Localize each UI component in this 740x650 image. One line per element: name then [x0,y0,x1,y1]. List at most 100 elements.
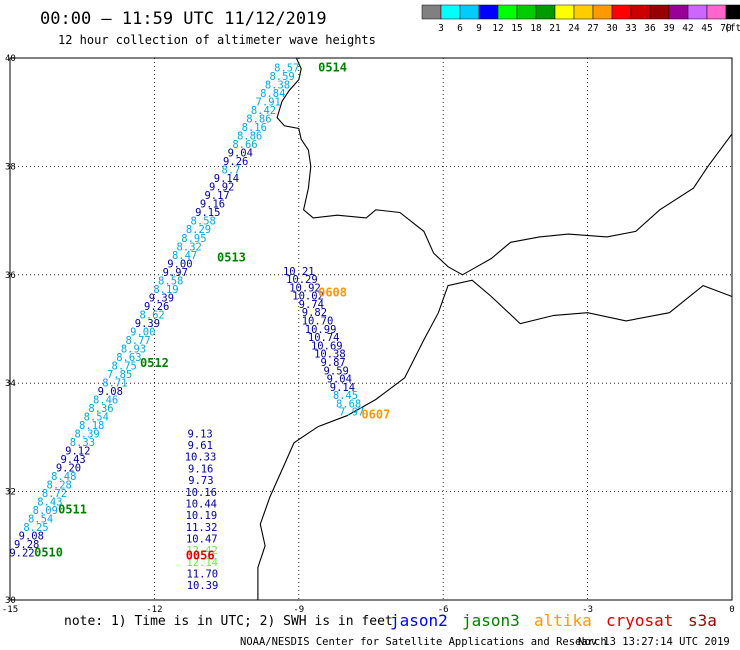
wave-height-value: 10.29 [286,274,318,286]
wave-height-value: 8.33 [70,437,95,449]
wave-height-value: 11.70 [186,569,218,581]
wave-height-value: 8.63 [116,352,141,364]
color-swatch [630,4,651,20]
lat-tick-label: 34 [5,379,16,389]
wave-height-value: 9.20 [56,463,81,475]
color-swatch [535,4,556,20]
wave-height-value: 8.71 [102,377,127,389]
wave-height-value: 8.42 [251,105,276,117]
wave-height-value: 8.18 [79,420,104,432]
wave-height-value: 12.42 [186,545,218,557]
wave-height-value: 8.36 [88,403,113,415]
color-swatch [478,4,499,20]
wave-height-value: 8.77 [125,335,150,347]
lat-tick-label: 40 [5,54,16,64]
wave-height-value: 8.45 [333,390,358,402]
wave-height-value: 9.59 [324,365,349,377]
pass-id-label: 0513 [217,250,246,264]
color-scale-unit: (ft) [724,23,740,34]
lat-tick-label: 36 [5,271,16,281]
pass-id-label: 0512 [140,356,169,370]
wave-height-value: 8.58 [158,275,183,287]
pass-labels: 0514 0513 0608 0512 0607 0511 0510 0056 [34,61,390,563]
wave-height-value: 8.29 [186,224,211,236]
color-scale-label: 3 [438,23,444,34]
lat-lon-grid [10,58,732,600]
wave-height-value: 8.46 [93,395,118,407]
wave-height-value: 8.95 [181,233,206,245]
wave-height-value: 8.16 [242,122,267,134]
wave-height-value: 8.19 [153,284,178,296]
axis-ticks: -15 -12 -9 -6 -3 0 40 38 36 34 32 30 [2,54,735,615]
wave-height-value: 10.92 [289,282,321,294]
color-swatch [725,4,740,20]
color-scale-label: 42 [682,23,693,34]
color-swatch [459,4,480,20]
color-swatch [611,4,632,20]
wave-height-value: 9.08 [98,386,123,398]
wave-height-value: 8.72 [42,488,67,500]
wave-height-value: 8.86 [246,114,271,126]
pass-id-label: 0056 [186,548,215,562]
wave-height-value: 7.91 [256,97,281,109]
color-scale-label: 6 [457,23,463,34]
wave-height-value: 10.99 [305,324,337,336]
color-swatch [554,4,575,20]
color-scale-label: 21 [549,23,561,34]
lon-tick-label: -12 [146,605,162,615]
wave-height-value: 8.25 [23,522,48,534]
coastlines [257,57,733,600]
wave-height-value: 9.92 [209,182,234,194]
wave-height-value: 7.97 [339,407,364,419]
wave-height-value: 8.54 [28,514,53,526]
wave-height-value: 10.47 [186,534,218,546]
color-swatch [421,4,442,20]
wave-height-value: 8.43 [37,497,62,509]
wave-height-value: 8.75 [112,360,137,372]
map-title: 00:00 – 11:59 UTC 11/12/2019 [40,9,327,29]
wave-height-value: 9.87 [320,357,345,369]
wave-height-value: 9.15 [195,207,220,219]
color-scale-label: 12 [492,23,503,34]
wave-height-value: 10.19 [186,510,218,522]
wave-height-value: 10.69 [311,340,343,352]
wave-height-value: 10.16 [185,487,217,499]
wave-height-value: 8.09 [33,505,58,517]
wave-height-value: 9.26 [223,156,248,168]
wave-height-value: 9.16 [188,463,213,475]
color-scale-label: 24 [568,23,580,34]
wave-height-value: 8.38 [265,80,290,92]
credit-text: NOAA/NESDIS Center for Satellite Applica… [240,636,607,648]
wave-height-value: 9.26 [144,301,169,313]
pass-id-label: 0608 [318,286,347,300]
wave-height-value: 10.74 [308,332,340,344]
wave-height-value: 7.85 [107,369,132,381]
timestamp-text: Nov 13 13:27:14 UTC 2019 [578,636,730,648]
pass-id-label: 0511 [58,502,87,516]
wave-height-value: 8.47 [172,250,197,262]
iberia-coastline [276,57,733,276]
wave-height-value: 8.58 [191,216,216,228]
altimeter-tracks: 8.578.598.388.847.918.428.868.168.868.66… [9,63,364,593]
wave-height-value: 9.82 [302,307,327,319]
lat-tick-label: 32 [5,488,16,498]
wave-height-value: 9.08 [19,531,44,543]
wave-height-value: 10.21 [283,266,315,278]
wave-height-value: 9.73 [188,475,213,487]
lon-tick-label: -9 [293,605,304,615]
wave-height-value: 10.02 [292,291,324,303]
footer-note: note: 1) Time is in UTC; 2) SWH is in fe… [64,614,393,629]
legend-jason3: jason3 [462,611,520,630]
wave-height-value: 9.28 [14,539,39,551]
wave-height-value: 9.12 [65,446,90,458]
wave-height-value: 8.84 [260,88,285,100]
color-swatch [592,4,613,20]
pass-id-label: 0510 [34,546,63,560]
wave-height-value: 10.70 [302,316,334,328]
pass-id-label: 0514 [318,61,347,75]
wave-height-value: 11.32 [186,522,218,534]
wave-height-value: 9.00 [167,258,192,270]
wave-height-value: 10.33 [185,452,217,464]
color-swatch [497,4,518,20]
wave-height-value: 8.48 [51,471,76,483]
